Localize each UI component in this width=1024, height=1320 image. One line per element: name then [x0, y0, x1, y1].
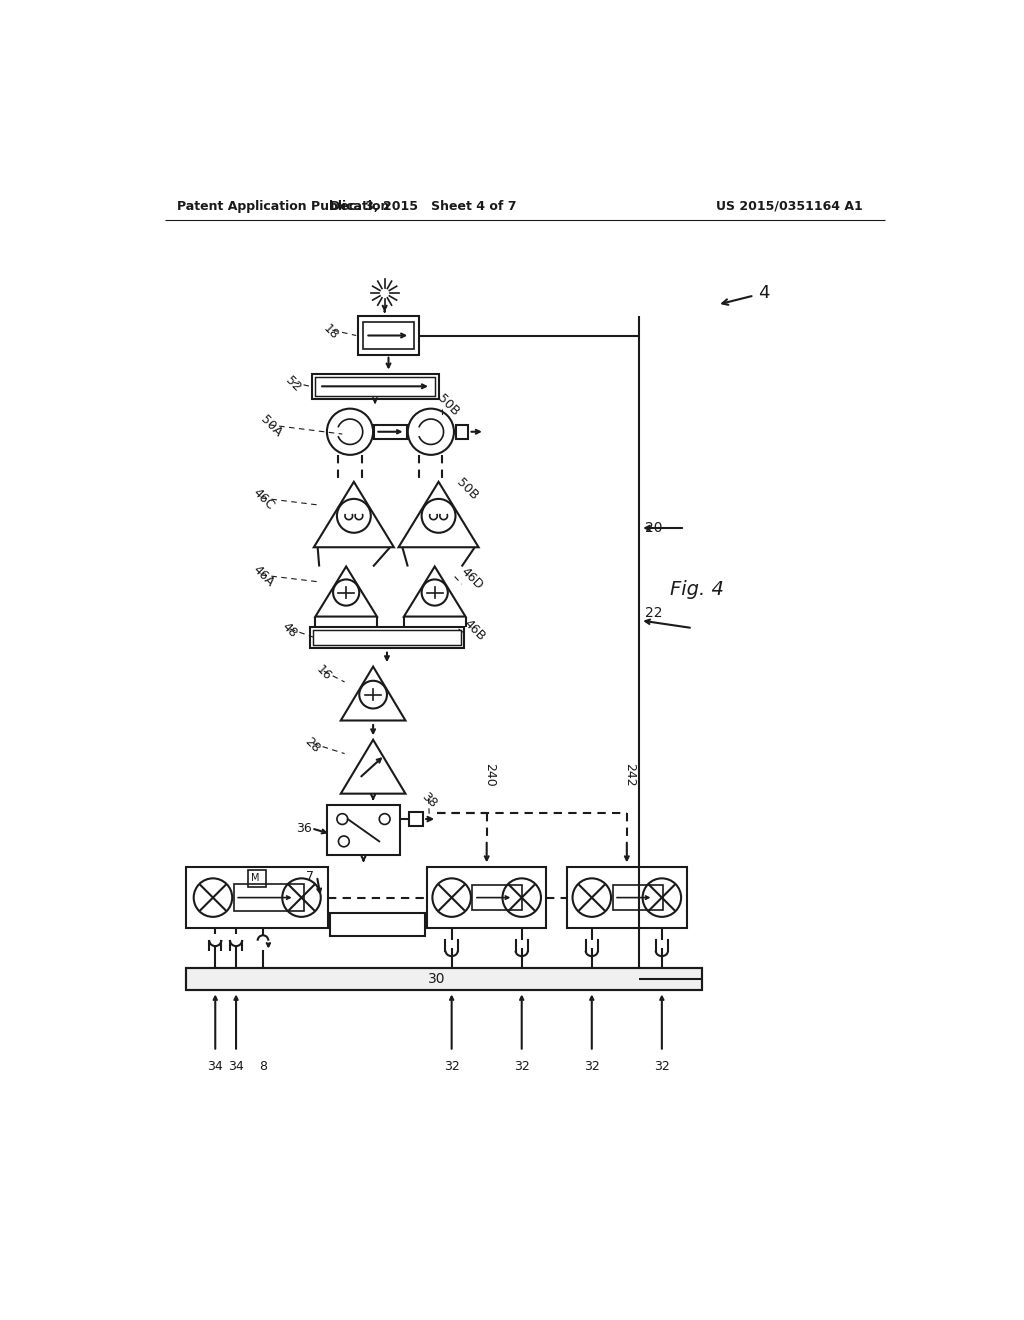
Bar	[364, 322, 414, 350]
Text: M: M	[252, 874, 260, 883]
Text: Fig. 4: Fig. 4	[670, 579, 723, 599]
Text: 32: 32	[584, 1060, 600, 1073]
Text: 46D: 46D	[458, 565, 485, 591]
Text: 22: 22	[645, 606, 663, 619]
Text: 48: 48	[280, 620, 300, 640]
Bar	[612, 886, 663, 909]
Bar	[248, 870, 266, 887]
Text: 46A: 46A	[250, 564, 276, 590]
Bar	[314, 378, 435, 396]
Text: Dec. 3, 2015   Sheet 4 of 7: Dec. 3, 2015 Sheet 4 of 7	[330, 199, 516, 213]
Bar	[567, 867, 686, 928]
Circle shape	[422, 499, 456, 533]
Text: 242: 242	[623, 763, 636, 787]
Text: 52: 52	[283, 374, 303, 395]
Bar	[186, 969, 701, 990]
Text: 32: 32	[443, 1060, 460, 1073]
Text: 34: 34	[228, 1060, 244, 1073]
Bar	[310, 627, 464, 648]
Bar	[330, 913, 425, 936]
Text: 36: 36	[296, 822, 312, 834]
Text: 50B: 50B	[454, 477, 480, 503]
Text: 34: 34	[208, 1060, 223, 1073]
Text: 30: 30	[427, 973, 445, 986]
Text: 46B: 46B	[462, 618, 488, 644]
Bar	[233, 884, 304, 911]
Circle shape	[337, 499, 371, 533]
Circle shape	[422, 579, 447, 606]
Text: 8: 8	[259, 1060, 267, 1073]
Bar	[456, 425, 468, 438]
Circle shape	[643, 878, 681, 917]
Bar	[186, 969, 701, 990]
Text: 20: 20	[645, 521, 663, 535]
Text: US 2015/0351164 A1: US 2015/0351164 A1	[716, 199, 862, 213]
Circle shape	[359, 681, 387, 709]
Circle shape	[283, 878, 321, 917]
Bar	[313, 630, 461, 645]
Text: 32: 32	[654, 1060, 670, 1073]
Circle shape	[503, 878, 541, 917]
Text: 18: 18	[321, 322, 341, 342]
Text: 38: 38	[419, 789, 439, 810]
Text: 16: 16	[313, 663, 334, 682]
Text: 50B: 50B	[435, 392, 462, 418]
Text: 4: 4	[758, 284, 770, 302]
Text: Patent Application Publication: Patent Application Publication	[177, 199, 389, 213]
Bar	[427, 867, 547, 928]
Bar	[327, 805, 400, 855]
Circle shape	[432, 878, 471, 917]
Circle shape	[572, 878, 611, 917]
Text: 32: 32	[514, 1060, 529, 1073]
Bar	[410, 812, 423, 826]
Text: 46C: 46C	[250, 486, 276, 512]
Circle shape	[194, 878, 232, 917]
Bar	[357, 317, 419, 355]
Text: 7: 7	[306, 870, 314, 883]
Bar	[311, 374, 438, 399]
Text: 240: 240	[483, 763, 496, 787]
Bar	[186, 867, 329, 928]
Text: 50A: 50A	[258, 413, 284, 440]
Circle shape	[333, 579, 359, 606]
Bar	[374, 425, 407, 438]
Bar	[472, 886, 522, 909]
Text: 28: 28	[302, 735, 323, 755]
